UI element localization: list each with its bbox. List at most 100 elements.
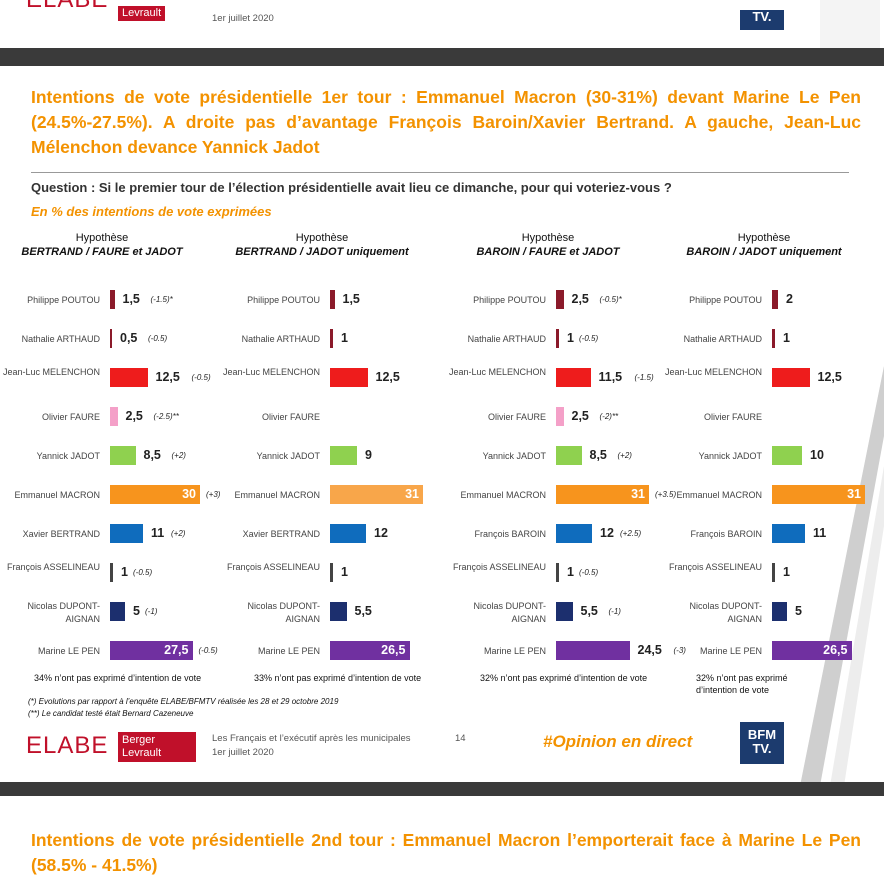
bar-nicolas-dupont-aignan <box>330 602 347 621</box>
bar-jean-luc-melenchon <box>556 368 591 387</box>
bar-marine-le-pen <box>556 641 630 660</box>
bar-philippe-poutou <box>772 290 778 309</box>
source-title: Les Français et l’exécutif après les mun… <box>212 733 411 744</box>
delta-nicolas-dupont-aignan: (-1) <box>145 607 158 616</box>
delta-marine-le-pen: (-0.5) <box>198 646 218 655</box>
candidate-label-francois-asselineau: François ASSELINEAU <box>452 562 546 572</box>
main-slide: Intentions de vote présidentielle 1er to… <box>0 66 884 782</box>
abstention-note-2: 33% n’ont pas exprimé d’intention de vot… <box>254 673 422 683</box>
candidate-label-philippe-poutou: Philippe POUTOU <box>689 295 762 305</box>
candidate-label-nathalie-arthaud: Nathalie ARTHAUD <box>467 334 546 344</box>
delta-yannick-jadot: (+2) <box>617 451 632 460</box>
delta-nathalie-arthaud: (-0.5) <box>579 334 599 343</box>
value-olivier-faure: 2,5 <box>125 409 143 423</box>
bar-yannick-jadot <box>110 446 136 465</box>
bar-nathalie-arthaud <box>110 329 112 348</box>
panel-header-2: Hypothèse BERTRAND / JADOT uniquement <box>235 232 409 258</box>
next-slide-title: Intentions de vote présidentielle 2nd to… <box>31 830 861 875</box>
delta-francois-baroin: (+2.5) <box>620 529 642 538</box>
value-philippe-poutou: 2,5 <box>571 292 589 306</box>
candidate-label-marine-le-pen: Marine LE PEN <box>699 646 762 656</box>
candidate-label-francois-baroin: François BAROIN <box>474 529 546 539</box>
bar-xavier-bertrand <box>110 524 143 543</box>
value-xavier-bertrand: 11 <box>151 526 165 540</box>
bar-marine-le-pen <box>330 641 410 660</box>
value-marine-le-pen: 26,5 <box>823 643 848 657</box>
candidate-label-jean-luc-melenchon: Jean-Luc MELENCHON <box>448 367 546 377</box>
candidate-label-emmanuel-macron: Emmanuel MACRON <box>234 490 320 500</box>
candidate-label-jean-luc-melenchon: Jean-Luc MELENCHON <box>222 367 320 377</box>
candidate-label-xavier-bertrand: Xavier BERTRAND <box>22 529 100 539</box>
value-jean-luc-melenchon: 11,5 <box>598 370 623 384</box>
bar-philippe-poutou <box>556 290 564 309</box>
candidate-label-olivier-faure: Olivier FAURE <box>41 412 100 422</box>
delta-emmanuel-macron: (+3.5) <box>655 490 677 499</box>
panel-header-1: Hypothèse BERTRAND / FAURE et JADOT <box>21 232 183 258</box>
title-divider <box>31 172 849 173</box>
candidate-label-yannick-jadot: Yannick JADOT <box>36 451 100 461</box>
candidate-label-emmanuel-macron: Emmanuel MACRON <box>460 490 546 500</box>
value-xavier-bertrand: 12 <box>374 526 388 540</box>
footnote-1: (*) Evolutions par rapport à l’enquête E… <box>28 697 339 706</box>
decorative-shape-top <box>820 0 880 48</box>
candidate-label-jean-luc-melenchon: Jean-Luc MELENCHON <box>664 367 762 377</box>
candidate-label-emmanuel-macron: Emmanuel MACRON <box>676 490 762 500</box>
bar-emmanuel-macron <box>772 485 865 504</box>
delta-jean-luc-melenchon: (-0.5) <box>191 373 211 382</box>
bar-nathalie-arthaud <box>556 329 559 348</box>
panel-header-3: Hypothèse BAROIN / FAURE et JADOT <box>476 232 620 258</box>
bar-nicolas-dupont-aignan <box>556 602 573 621</box>
delta-xavier-bertrand: (+2) <box>171 529 186 538</box>
candidate-label-philippe-poutou: Philippe POUTOU <box>473 295 546 305</box>
candidate-label-francois-asselineau: François ASSELINEAU <box>226 562 320 572</box>
delta-nathalie-arthaud: (-0.5) <box>148 334 168 343</box>
bar-yannick-jadot <box>330 446 357 465</box>
panel-header-4: Hypothèse BAROIN / JADOT uniquement <box>686 232 842 258</box>
bfm-logo-top: TV. <box>740 10 784 30</box>
candidate-label-nicolas-dupont-aignan: Nicolas DUPONT-AIGNAN <box>27 601 100 624</box>
bar-marine-le-pen <box>110 641 193 660</box>
delta-olivier-faure: (-2)** <box>599 412 619 421</box>
candidate-label-marine-le-pen: Marine LE PEN <box>483 646 546 656</box>
candidate-label-jean-luc-melenchon: Jean-Luc MELENCHON <box>2 367 100 377</box>
berger-levrault-logo-top: Levrault <box>118 6 166 21</box>
candidate-label-yannick-jadot: Yannick JADOT <box>482 451 546 461</box>
delta-marine-le-pen: (-3) <box>673 646 686 655</box>
candidate-label-francois-asselineau: François ASSELINEAU <box>6 562 100 572</box>
hashtag-opinion: #Opinion en direct <box>543 732 693 751</box>
delta-olivier-faure: (-2.5)** <box>153 412 179 421</box>
value-yannick-jadot: 9 <box>365 448 372 462</box>
value-nicolas-dupont-aignan: 5,5 <box>580 604 598 618</box>
bar-francois-asselineau <box>110 563 113 582</box>
candidate-label-emmanuel-macron: Emmanuel MACRON <box>14 490 100 500</box>
bar-nicolas-dupont-aignan <box>772 602 787 621</box>
delta-nicolas-dupont-aignan: (-1) <box>608 607 621 616</box>
delta-jean-luc-melenchon: (-1.5) <box>634 373 654 382</box>
bar-nathalie-arthaud <box>772 329 775 348</box>
value-emmanuel-macron: 30 <box>182 487 196 501</box>
abstention-note-1: 34% n’ont pas exprimé d’intention de vot… <box>34 673 202 683</box>
slide-title: Intentions de vote présidentielle 1er to… <box>31 87 861 157</box>
value-nathalie-arthaud: 1 <box>567 331 574 345</box>
bar-olivier-faure <box>110 407 118 426</box>
candidate-label-nathalie-arthaud: Nathalie ARTHAUD <box>241 334 320 344</box>
value-nathalie-arthaud: 0,5 <box>120 331 138 345</box>
value-emmanuel-macron: 31 <box>631 487 645 501</box>
value-nathalie-arthaud: 1 <box>783 331 790 345</box>
abstention-note-3: 32% n’ont pas exprimé d’intention de vot… <box>480 673 648 683</box>
value-francois-asselineau: 1 <box>783 565 790 579</box>
candidate-label-francois-asselineau: François ASSELINEAU <box>668 562 762 572</box>
footnote-2: (**) Le candidat testé était Bernard Caz… <box>28 709 194 718</box>
value-yannick-jadot: 8,5 <box>143 448 161 462</box>
delta-yannick-jadot: (+2) <box>171 451 186 460</box>
value-emmanuel-macron: 31 <box>405 487 419 501</box>
value-francois-asselineau: 1 <box>567 565 574 579</box>
bar-yannick-jadot <box>772 446 802 465</box>
candidate-label-olivier-faure: Olivier FAURE <box>703 412 762 422</box>
candidate-label-yannick-jadot: Yannick JADOT <box>698 451 762 461</box>
value-nicolas-dupont-aignan: 5 <box>795 604 802 618</box>
candidate-label-marine-le-pen: Marine LE PEN <box>257 646 320 656</box>
value-nicolas-dupont-aignan: 5 <box>133 604 140 618</box>
value-francois-asselineau: 1 <box>121 565 128 579</box>
value-philippe-poutou: 1,5 <box>122 292 140 306</box>
